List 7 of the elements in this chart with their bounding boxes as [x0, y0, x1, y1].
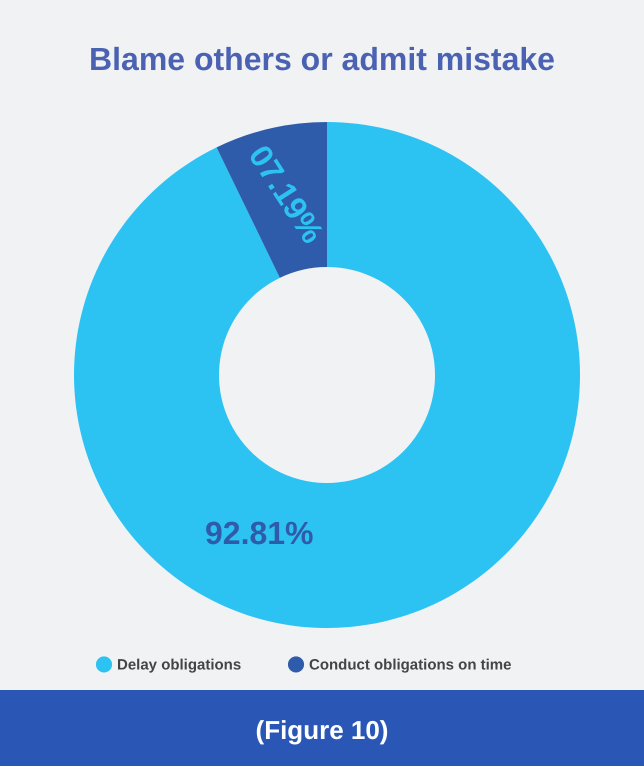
- legend-label: Conduct obligations on time: [309, 656, 512, 674]
- text: (Figure 10): [256, 715, 388, 745]
- donut-slice: [74, 122, 580, 628]
- chart-title: Blame others or admit mistake: [89, 41, 555, 77]
- legend-label: Delay obligations: [117, 656, 242, 674]
- donut-slice: [216, 122, 327, 278]
- data-label: 92.81%: [204, 515, 314, 552]
